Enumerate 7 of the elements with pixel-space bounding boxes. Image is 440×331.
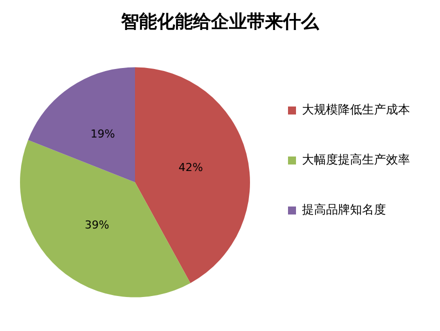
- legend-label: 大规模降低生产成本: [302, 102, 410, 117]
- chart-title: 智能化能给企业带来什么: [120, 11, 320, 32]
- data-label: 19%: [90, 128, 115, 141]
- data-label: 39%: [84, 218, 110, 232]
- legend-label: 提高品牌知名度: [302, 202, 386, 217]
- legend-label: 大幅度提高生产效率: [302, 152, 410, 167]
- data-label: 42%: [178, 160, 203, 174]
